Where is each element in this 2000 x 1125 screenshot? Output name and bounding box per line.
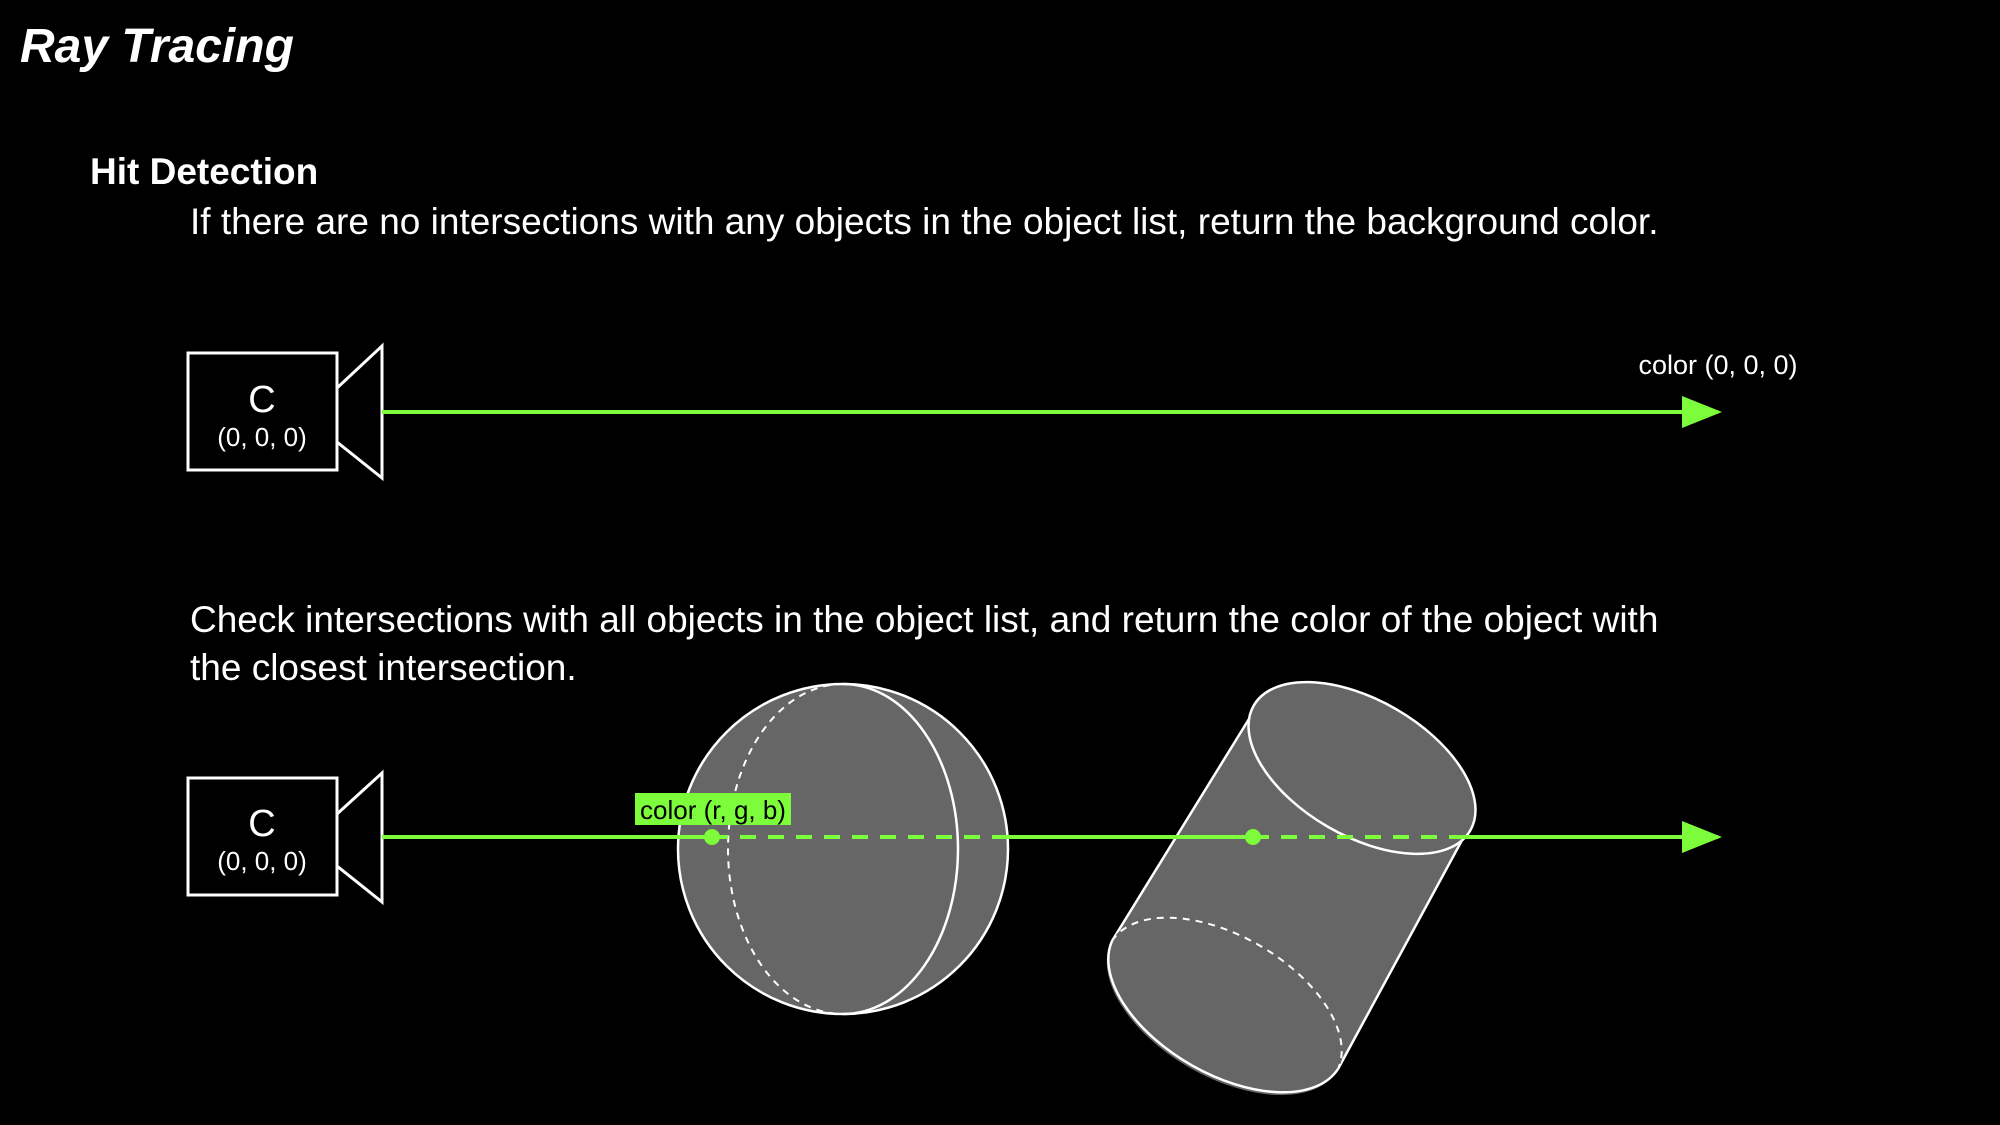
hit-color-label: color (r, g, b)	[635, 793, 791, 825]
camera-lens	[335, 769, 384, 906]
background-color-label: color (0, 0, 0)	[1638, 350, 1797, 380]
cylinder-bottom-front	[1107, 940, 1340, 1094]
cylinder-bottom-back	[1111, 916, 1343, 1070]
camera-coords: (0, 0, 0)	[217, 846, 307, 876]
sphere-front-meridian	[842, 682, 960, 1016]
camera-coords: (0, 0, 0)	[217, 422, 307, 452]
camera-top: C (0, 0, 0)	[186, 342, 384, 482]
cylinder-top-cap	[1247, 680, 1477, 856]
sphere-back-meridian	[727, 683, 844, 1015]
hit-label-background	[635, 793, 791, 825]
cylinder	[1106, 680, 1477, 1096]
paragraph-closest-intersection: Check intersections with all objects in …	[190, 599, 1659, 688]
camera-label: C	[248, 379, 275, 421]
sphere-intersection-point	[704, 829, 720, 845]
cylinder-side-left	[1110, 705, 1259, 942]
top-diagram: C (0, 0, 0) color (0, 0, 0)	[186, 342, 1798, 482]
cylinder-intersection-point	[1245, 829, 1261, 845]
hit-label-text: color (r, g, b)	[640, 795, 786, 825]
camera-bottom: C (0, 0, 0)	[186, 769, 384, 906]
section-heading: Hit Detection	[90, 151, 319, 192]
paragraph-no-intersection: If there are no intersections with any o…	[190, 201, 1659, 242]
sphere	[676, 682, 1010, 1016]
camera-lens	[335, 342, 384, 482]
cylinder-bottom-cap-back	[1106, 914, 1344, 1096]
cylinder-side-right	[1336, 830, 1469, 1070]
camera-label: C	[248, 803, 275, 845]
bottom-diagram: C (0, 0, 0) colo	[186, 680, 1722, 1096]
slide-title: Ray Tracing	[20, 20, 294, 73]
